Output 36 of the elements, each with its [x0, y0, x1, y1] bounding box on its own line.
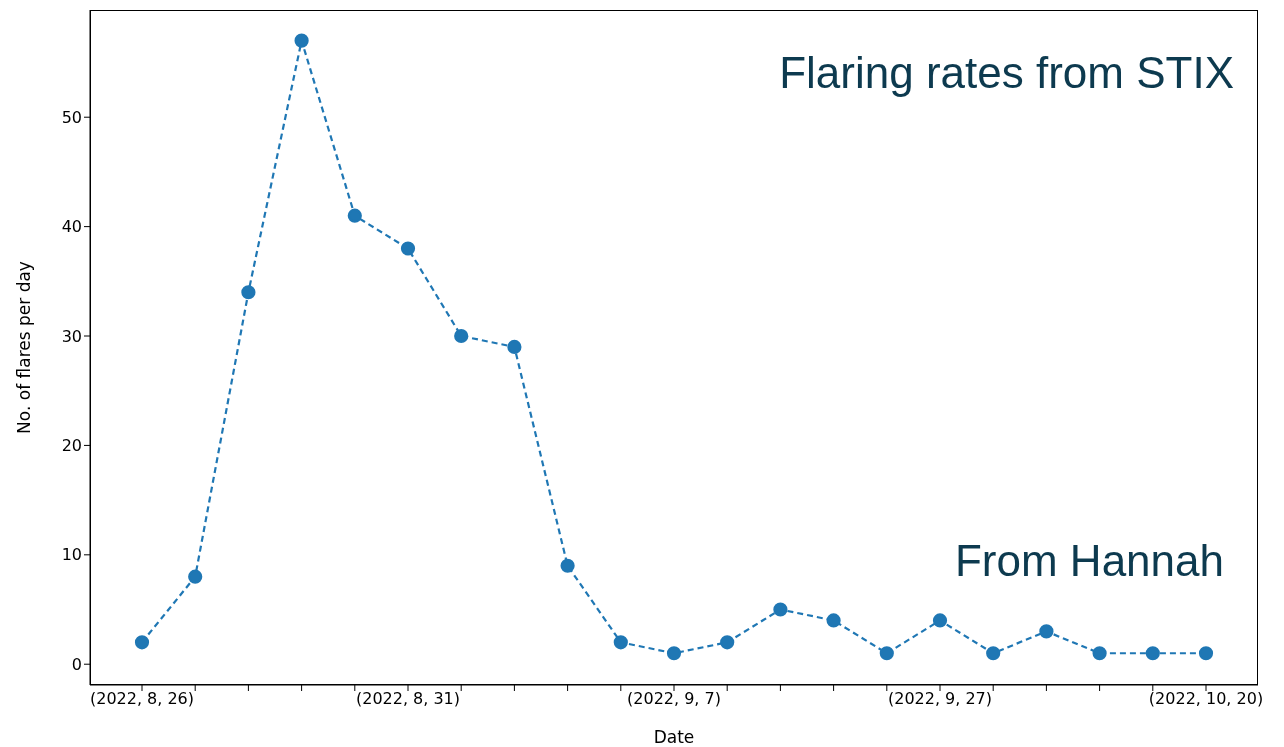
x-tick-label: (2022, 8, 31) — [355, 689, 461, 709]
point — [613, 635, 628, 650]
point — [1145, 646, 1160, 661]
point — [188, 569, 203, 584]
point — [879, 646, 894, 661]
x-axis-title: Date — [653, 727, 695, 747]
point — [773, 602, 788, 617]
annotation: From Hannah — [954, 536, 1224, 586]
x-tick-label: (2022, 8, 26) — [89, 689, 195, 709]
point — [666, 646, 682, 661]
point — [826, 613, 841, 628]
point — [1092, 646, 1107, 661]
point — [134, 635, 150, 650]
point — [507, 339, 522, 355]
x-tick-label: (2022, 10, 20) — [1148, 689, 1264, 709]
point — [1039, 624, 1054, 639]
y-tick-label: 0 — [71, 654, 82, 674]
x-tick-label: (2022, 9, 27) — [887, 689, 993, 709]
y-axis-title: No. of flares per day — [14, 261, 35, 434]
point — [1198, 646, 1214, 661]
y-tick-label: 20 — [61, 436, 82, 456]
point — [294, 33, 309, 48]
point — [347, 208, 362, 223]
point — [986, 646, 1001, 661]
point — [720, 635, 735, 650]
y-tick-label: 30 — [61, 326, 82, 346]
point — [560, 558, 575, 573]
y-tick-label: 40 — [61, 217, 82, 237]
annotation: Flaring rates from STIX — [779, 48, 1234, 98]
y-tick-label: 50 — [61, 107, 82, 127]
x-tick-label: (2022, 9, 7) — [627, 689, 721, 709]
point — [400, 241, 416, 256]
point — [241, 285, 256, 300]
point — [454, 328, 469, 344]
y-tick-label: 10 — [61, 545, 82, 565]
point — [932, 613, 948, 628]
